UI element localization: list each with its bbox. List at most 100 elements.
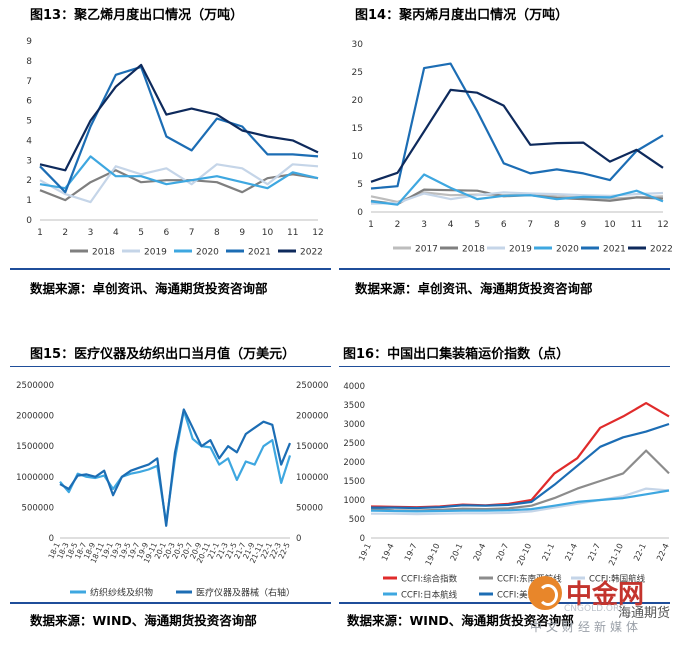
x-tick-label: 3 (88, 228, 94, 238)
ccfi-chart: 0 500 1000 1500 2000 2500 3000 3500 4000 19-1 19-4… (343, 382, 671, 601)
y-tick-label: 1500 (343, 477, 365, 487)
watermark-name: 中金网 (566, 580, 645, 610)
y-tick-label: 1000 (343, 496, 365, 506)
y-right-tick-label: 100000 (296, 473, 328, 483)
x-tick-label: 5 (474, 220, 480, 230)
chart-panel-pp-exports: 图14：聚丙烯月度出口情况（万吨） 0 5 10 15 20 25 30 1 2 3 4 5 6 7 8 9 1… (339, 0, 678, 300)
y-right-tick-label: 250000 (296, 381, 328, 391)
x-tick-label: 19-4 (380, 542, 396, 562)
y-left-tick-label: 500000 (22, 503, 54, 513)
x-tick-label: 9 (239, 228, 245, 238)
y-tick-label: 5 (357, 180, 363, 190)
x-tick-label: 1 (368, 220, 374, 230)
medical-textile-chart: 0 500000 1000000 1500000 2000000 2500000 0 5000… (16, 381, 328, 599)
x-tick-label: 12 (657, 220, 668, 230)
y-tick-label: 500 (349, 515, 365, 525)
x-tick-label: 21-1 (540, 542, 556, 562)
y-tick-label: 25 (352, 68, 363, 78)
y-tick-label: 3000 (343, 420, 365, 430)
series-line (370, 489, 670, 513)
legend-label: 纺织纱线及织物 (90, 587, 153, 599)
logo-icon (528, 576, 562, 610)
x-tick-label: 19-7 (403, 542, 419, 562)
x-tick-label: 4 (113, 228, 119, 238)
title-underline (10, 366, 331, 367)
x-tick-label: 1 (37, 228, 43, 238)
y-left-tick-label: 2000000 (16, 412, 54, 422)
y-tick-label: 10 (352, 152, 364, 162)
chart-title: 图15：医疗仪器及纺织出口当月值（万美元） (30, 347, 296, 362)
legend-label: 2019 (509, 245, 532, 255)
y-left-tick-label: 1500000 (16, 442, 54, 452)
divider (10, 268, 331, 270)
legend-label: 2019 (144, 248, 167, 258)
series-line-2022 (39, 63, 319, 172)
series-line-2021 (39, 65, 319, 194)
series-line-2020 (370, 173, 664, 206)
series-line-2018 (39, 169, 319, 202)
x-tick-label: 9 (580, 220, 586, 230)
x-tick-label: 22-1 (632, 542, 648, 562)
watermark-overlay: 海通期货 (618, 606, 671, 621)
y-tick-label: 8 (26, 57, 32, 67)
chart-panel-medical-textile: 图15：医疗仪器及纺织出口当月值（万美元） 0 500000 1000000 1500… (0, 340, 339, 645)
series-line (370, 401, 670, 509)
y-right-tick-label: 50000 (296, 503, 323, 513)
chart-panel-ccfi: 图16：中国出口集装箱运价指数（点） 0 500 1000 1500 2000 2500 3… (339, 340, 678, 645)
legend-label: 2018 (92, 248, 115, 258)
y-tick-label: 15 (352, 124, 363, 134)
y-tick-label: 0 (357, 208, 363, 218)
y-tick-label: 20 (352, 96, 364, 106)
series-line-2019 (39, 163, 319, 204)
x-tick-label: 21-7 (586, 542, 602, 562)
legend-label: CCFI:韩国航线 (589, 574, 646, 585)
y-tick-label: 4000 (343, 382, 365, 392)
x-tick-label: 4 (448, 220, 454, 230)
legend-label: 2018 (462, 245, 485, 255)
series-line (371, 487, 670, 516)
watermark-logo: 中金网 CNGOLD.ORG 中文财经新媒体 海通期货 (520, 572, 678, 645)
y-right-tick-label: 150000 (296, 442, 328, 452)
y-tick-label: 2 (26, 176, 32, 186)
x-tick-label: 22-4 (655, 542, 671, 562)
x-tick-label: 10 (604, 220, 616, 230)
title-underline (339, 366, 670, 367)
source-note: 数据来源：卓创资讯、海通期货投资咨询部 (30, 281, 268, 296)
x-tick-label: 21-10 (607, 542, 625, 567)
legend-label: CCFI:日本航线 (401, 590, 458, 601)
watermark-subtitle: 中文财经新媒体 (530, 620, 643, 634)
x-tick-label: 6 (163, 228, 169, 238)
legend-label: 2022 (300, 248, 323, 258)
divider (339, 268, 670, 270)
chart-title: 图13：聚乙烯月度出口情况（万吨） (30, 8, 244, 23)
divider (339, 602, 670, 604)
legend-label: CCFI:美东航线 (497, 590, 554, 601)
chart-title: 图14：聚丙烯月度出口情况（万吨） (355, 8, 569, 23)
legend-label: 2022 (650, 245, 673, 255)
y-left-tick-label: 2500000 (16, 381, 54, 391)
y-tick-label: 1 (26, 196, 32, 206)
y-tick-label: 0 (26, 216, 32, 226)
series-line (371, 422, 670, 510)
legend-label: 2020 (196, 248, 219, 258)
y-tick-label: 2000 (343, 458, 365, 468)
x-tick-label: 11 (287, 228, 298, 238)
legend-label: 2021 (248, 248, 271, 258)
x-tick-label: 3 (421, 220, 427, 230)
y-tick-label: 2500 (343, 439, 365, 449)
chart-panel-pe-exports: 图13：聚乙烯月度出口情况（万吨） 0 1 2 3 4 5 6 7 8 9 1 2 3 4 5 6 7 8 9 10 1… (0, 0, 339, 300)
legend-label: 医疗仪器及器械（右轴） (196, 587, 295, 599)
y-tick-label: 30 (352, 40, 364, 50)
chart-title: 图16：中国出口集装箱运价指数（点） (343, 347, 570, 362)
x-tick-label: 21-4 (563, 542, 579, 562)
x-tick-label: 10 (262, 228, 274, 238)
y-tick-label: 3 (26, 156, 32, 166)
series-line (59, 408, 292, 527)
x-tick-label: 2 (395, 220, 401, 230)
y-right-tick-label: 0 (296, 534, 301, 544)
source-note: 数据来源：WIND、海通期货投资咨询部 (347, 613, 574, 628)
watermark-url: CNGOLD.ORG (564, 604, 627, 614)
x-tick-label: 19-1 (357, 542, 373, 562)
legend-label: CCFI:东南亚航线 (497, 574, 562, 585)
